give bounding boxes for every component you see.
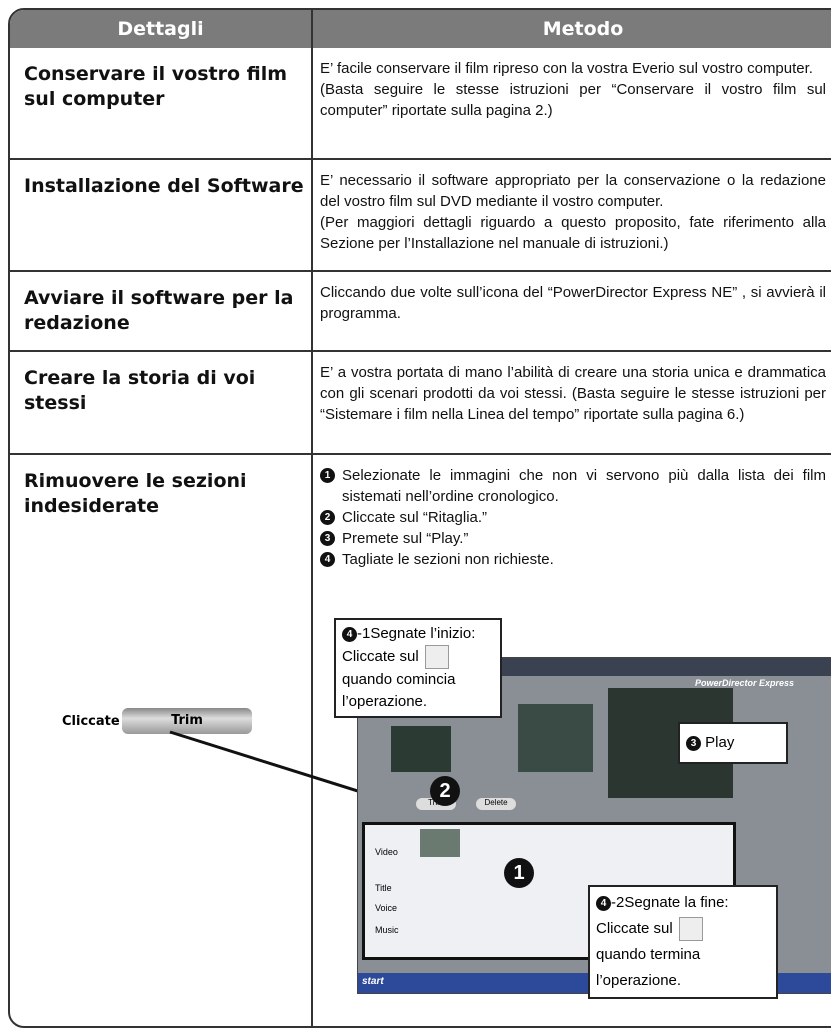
row-title: Conservare il vostro film sul computer xyxy=(24,63,288,110)
track-label: Title xyxy=(375,883,392,893)
start-button: start xyxy=(362,976,384,987)
row-method: E’ necessario il software appropriato pe… xyxy=(320,170,826,254)
row-divider xyxy=(10,453,831,455)
icon xyxy=(424,645,449,669)
text: Play xyxy=(705,734,735,751)
text: Premete sul “Play.” xyxy=(342,530,469,547)
column-divider xyxy=(311,10,313,1026)
text: -2Segnate la fine: xyxy=(611,894,729,911)
app-title: PowerDirector Express xyxy=(694,678,794,688)
text: E’ necessario il software appropriato pe… xyxy=(320,172,826,210)
callout-heading: 4 -2Segnate la fine: xyxy=(596,890,770,916)
callout-line: Cliccate sul xyxy=(342,645,494,669)
marker: 2 xyxy=(320,510,335,525)
callout-play: 3 Play xyxy=(678,722,788,764)
table: Dettagli Metodo Conservare il vostro fil… xyxy=(8,8,831,1028)
row-method: E’ a vostra portata di mano l’abilità di… xyxy=(320,362,826,425)
row-title: Avviare il software per la redazione xyxy=(24,287,294,334)
steps: 1 Selezionate le immagini che non vi serv… xyxy=(320,465,826,570)
text: (Per maggiori dettagli riguardo a questo… xyxy=(320,214,826,252)
text: Cliccando due volte sull’icona del “Powe… xyxy=(320,284,826,322)
row-divider xyxy=(10,158,831,160)
text: Cliccate sul xyxy=(342,647,419,665)
step: 3 Premete sul “Play.” xyxy=(320,528,826,549)
callout-line: Cliccate sul xyxy=(596,916,770,942)
thumbnail xyxy=(518,704,593,772)
big-marker: 2 xyxy=(430,776,460,806)
row-title: Installazione del Software xyxy=(24,175,304,197)
row-title: Creare la storia di voi stessi xyxy=(24,367,256,414)
step: 2 Cliccate sul “Ritaglia.” xyxy=(320,507,826,528)
trim-button-image: Trim xyxy=(122,708,252,734)
row-method: E’ facile conservare il film ripreso con… xyxy=(320,58,826,121)
text: E’ a vostra portata di mano l’abilità di… xyxy=(320,364,826,423)
text: Selezionate le immagini che non vi servo… xyxy=(342,467,826,505)
row-title: Rimuovere le sezioni indesiderate xyxy=(24,470,247,517)
callout-end: 4 -2Segnate la fine: Cliccate sul quando … xyxy=(588,885,778,999)
marker: 3 xyxy=(320,531,335,546)
text: -1Segnate l’inizio: xyxy=(357,625,476,642)
marker: 4 xyxy=(342,627,357,642)
header-cell: Dettagli xyxy=(10,10,311,48)
text: Cliccate sul xyxy=(596,920,673,937)
big-marker: 1 xyxy=(504,858,534,888)
text: Tagliate le sezioni non richieste. xyxy=(342,551,554,568)
screen-button: Delete xyxy=(476,798,516,810)
left-label: Cliccate xyxy=(62,714,120,729)
text: (Basta seguire le stesse istruzioni per … xyxy=(320,81,826,119)
marker: 4 xyxy=(320,552,335,567)
row-method: Cliccando due volte sull’icona del “Powe… xyxy=(320,282,826,324)
track-label: Video xyxy=(375,847,398,857)
thumbnail xyxy=(391,726,451,772)
callout-heading: 4 -1Segnate l’inizio: xyxy=(342,623,494,645)
marker: 1 xyxy=(320,468,335,483)
marker: 4 xyxy=(596,896,611,911)
step: 1 Selezionate le immagini che non vi serv… xyxy=(320,465,826,507)
track-label: Voice xyxy=(375,903,398,913)
header-cell: Metodo xyxy=(313,10,831,48)
callout-line: quando termina l’operazione. xyxy=(596,946,701,989)
track-label: Music xyxy=(375,925,399,935)
text: Cliccate sul “Ritaglia.” xyxy=(342,509,488,526)
text: E’ facile conservare il film ripreso con… xyxy=(320,60,813,77)
step: 4 Tagliate le sezioni non richieste. xyxy=(320,549,826,570)
marker: 3 xyxy=(686,736,701,751)
row-divider xyxy=(10,270,831,272)
row-divider xyxy=(10,350,831,352)
callout-start: 4 -1Segnate l’inizio: Cliccate sul quando… xyxy=(334,618,502,718)
clip xyxy=(420,829,460,857)
callout-line: quando comincia l’operazione. xyxy=(342,671,456,710)
icon xyxy=(678,917,703,942)
